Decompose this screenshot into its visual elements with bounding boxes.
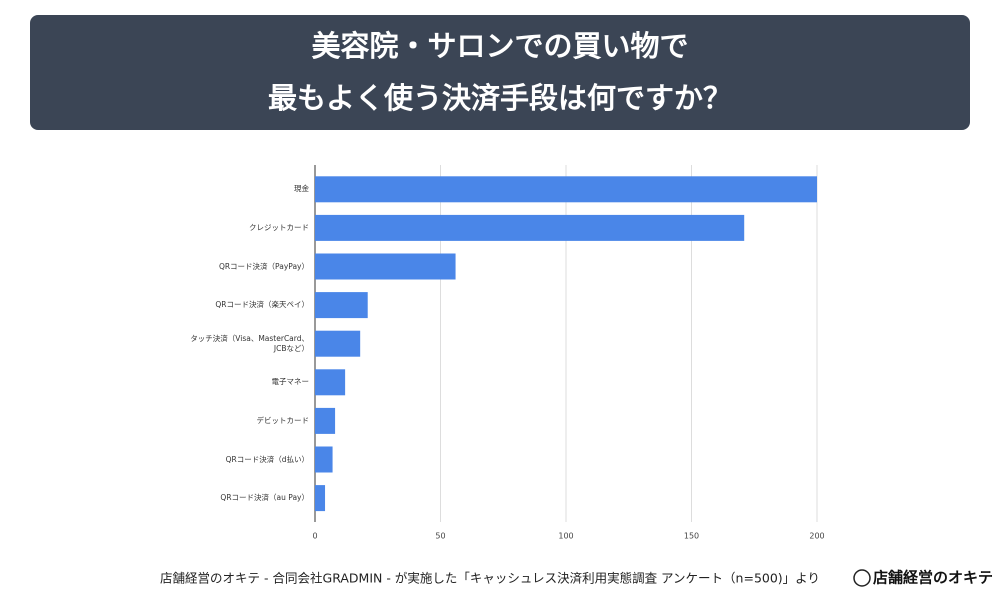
source-note: 店舗経営のオキテ - 合同会社GRADMIN - が実施した「キャッシュレス決済… bbox=[160, 571, 820, 586]
x-tick-label: 150 bbox=[684, 532, 699, 541]
y-tick-label: 電子マネー bbox=[271, 377, 310, 387]
x-tick-label: 50 bbox=[435, 532, 445, 541]
title-box bbox=[30, 15, 970, 130]
bar bbox=[315, 330, 361, 357]
y-tick-label: QRコード決済（d払い） bbox=[225, 454, 309, 464]
y-tick-label: 現金 bbox=[294, 184, 309, 194]
logo-icon bbox=[853, 569, 871, 587]
logo: 店舗経営のオキテ bbox=[873, 569, 993, 587]
chart-title: 美容院・サロンでの買い物で bbox=[311, 29, 688, 63]
x-tick-label: 200 bbox=[809, 532, 824, 541]
bar bbox=[315, 407, 336, 434]
bar bbox=[315, 446, 333, 473]
bar bbox=[315, 214, 745, 241]
y-tick-label: QRコード決済（PayPay） bbox=[218, 261, 309, 271]
y-tick-label: QRコード決済（楽天ペイ） bbox=[215, 300, 309, 310]
y-tick-label: QRコード決済（au Pay） bbox=[220, 493, 309, 503]
bar bbox=[315, 253, 456, 280]
bar bbox=[315, 369, 346, 396]
x-tick-label: 0 bbox=[312, 532, 317, 541]
x-tick-label: 100 bbox=[558, 532, 573, 541]
y-tick-label: デビットカード bbox=[256, 415, 310, 425]
chart-title: 最もよく使う決済手段は何ですか？ bbox=[268, 81, 732, 115]
bar bbox=[315, 485, 326, 512]
y-tick-label: タッチ決済（Visa、MasterCard、JCBなど） bbox=[190, 333, 309, 353]
bar bbox=[315, 292, 368, 319]
bar bbox=[315, 176, 817, 203]
y-tick-label: クレジットカード bbox=[249, 222, 309, 232]
